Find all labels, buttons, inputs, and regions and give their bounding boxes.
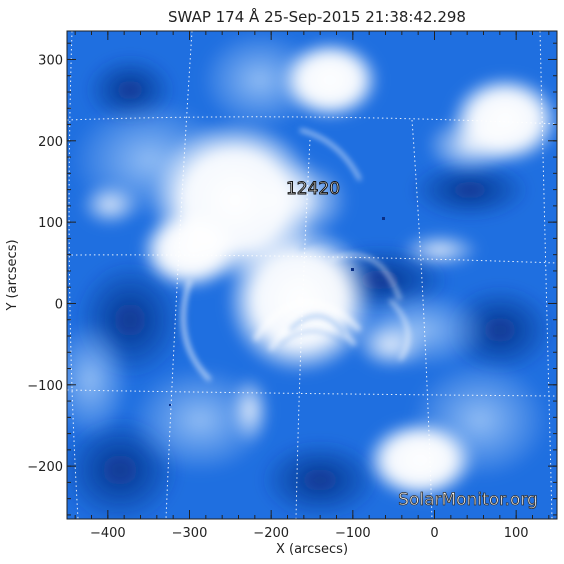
y-tick-label: 200 <box>38 135 63 150</box>
x-tick-label: −300 <box>172 526 208 541</box>
x-tick-label: 0 <box>430 526 438 541</box>
y-tick-label: 300 <box>38 53 63 68</box>
x-tick-label: −100 <box>335 526 371 541</box>
x-tick-label: −400 <box>90 526 126 541</box>
x-axis-label: X (arcsecs) <box>276 542 348 557</box>
coordinate-grid <box>67 31 557 519</box>
plot-frame <box>66 30 558 520</box>
x-tick-label: −200 <box>253 526 289 541</box>
y-tick-label: −100 <box>27 379 63 394</box>
y-axis: 300 200 100 0 −100 −200 <box>27 42 557 516</box>
x-tick-label: 100 <box>504 526 529 541</box>
region-number-label: 12420 <box>286 179 340 199</box>
y-tick-label: 100 <box>38 216 63 231</box>
image-specks <box>169 217 385 406</box>
solar-image <box>67 31 557 519</box>
y-tick-label: 0 <box>55 297 63 312</box>
plot-title: SWAP 174 Å 25-Sep-2015 21:38:42.298 <box>168 7 466 26</box>
y-tick-label: −200 <box>27 460 63 475</box>
watermark: SolarMonitor.org <box>398 490 538 510</box>
x-axis: −400 −300 −200 −100 0 100 <box>74 31 550 541</box>
y-axis-label: Y (arcsecs) <box>5 239 20 311</box>
